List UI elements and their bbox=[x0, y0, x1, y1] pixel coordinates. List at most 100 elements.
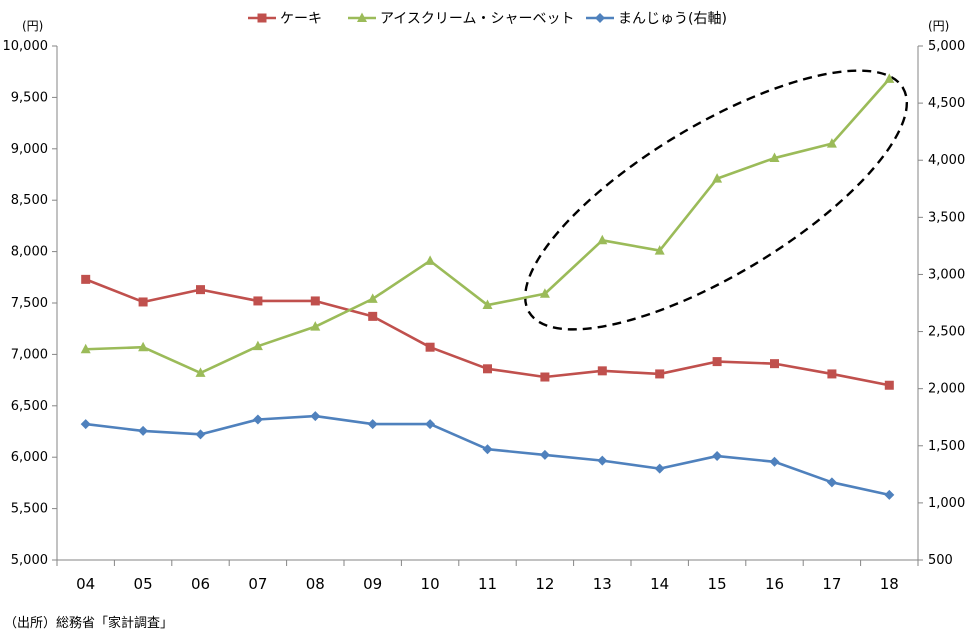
series-3-point bbox=[826, 477, 837, 488]
series-2-point bbox=[367, 293, 378, 303]
right-tick-label: 2,500 bbox=[928, 325, 965, 340]
series-3-point bbox=[310, 411, 321, 422]
series-1-point bbox=[712, 357, 722, 367]
left-tick-label: 8,500 bbox=[11, 193, 48, 208]
right-tick-label: 4,500 bbox=[928, 96, 965, 111]
legend-item-2: アイスクリーム・シャーベット bbox=[348, 11, 574, 27]
right-tick-label: 5,000 bbox=[928, 39, 965, 54]
series-2-point bbox=[597, 234, 608, 245]
series-3-line bbox=[85, 414, 890, 497]
right-tick-label: 1,000 bbox=[928, 496, 965, 511]
series-3 bbox=[80, 411, 895, 500]
series-1-point bbox=[425, 342, 435, 352]
axis-units: (円) (円) bbox=[22, 19, 949, 33]
x-tick-label: 04 bbox=[76, 575, 95, 593]
series-1-point bbox=[827, 369, 837, 379]
series-3-point bbox=[597, 455, 608, 466]
legend-label: アイスクリーム・シャーベット bbox=[380, 11, 574, 27]
series-2-point bbox=[654, 245, 665, 255]
series-2-point bbox=[712, 173, 723, 183]
series-3-point bbox=[654, 463, 665, 474]
left-tick-label: 6,500 bbox=[11, 399, 48, 414]
legend-item-1: ケーキ bbox=[248, 11, 322, 27]
series-3-point bbox=[539, 449, 550, 460]
series-3-point bbox=[252, 414, 263, 425]
x-tick-label: 14 bbox=[650, 575, 669, 593]
series-3-point bbox=[425, 419, 436, 430]
x-tick-label: 15 bbox=[708, 575, 727, 593]
legend-swatch-marker bbox=[595, 13, 605, 23]
series-2-point bbox=[310, 321, 321, 331]
series-1 bbox=[81, 274, 894, 390]
x-tick-label: 09 bbox=[363, 575, 382, 593]
x-tick-label: 12 bbox=[535, 575, 554, 593]
series-2-line bbox=[85, 78, 891, 375]
left-tick-label: 6,000 bbox=[11, 450, 48, 465]
series-3-point bbox=[138, 425, 149, 436]
highlight-ellipse bbox=[523, 69, 909, 331]
series-2-point bbox=[425, 255, 436, 265]
x-tick-label: 16 bbox=[765, 575, 784, 593]
left-axis-unit: (円) bbox=[22, 19, 43, 33]
right-tick-label: 500 bbox=[928, 553, 953, 568]
series-2-point bbox=[769, 152, 780, 163]
axes bbox=[52, 45, 923, 566]
x-tick-label: 10 bbox=[421, 575, 440, 593]
series-1-point bbox=[884, 380, 894, 390]
right-axis-unit: (円) bbox=[928, 19, 949, 33]
left-tick-label: 5,000 bbox=[11, 553, 48, 568]
series-2-point bbox=[482, 299, 493, 310]
left-tick-label: 7,000 bbox=[11, 347, 48, 362]
series-2-point bbox=[138, 341, 149, 352]
series-2-point bbox=[80, 343, 91, 354]
left-tick-label: 9,500 bbox=[11, 90, 48, 105]
x-tick-label: 17 bbox=[822, 575, 841, 593]
series-2-point bbox=[884, 73, 895, 83]
legend-swatch-marker bbox=[357, 12, 367, 22]
highlight-ellipse-shape bbox=[523, 69, 909, 331]
right-tick-label: 4,000 bbox=[928, 153, 965, 168]
x-tick-label: 11 bbox=[478, 575, 497, 593]
right-tick-label: 3,000 bbox=[928, 267, 965, 282]
left-tick-label: 10,000 bbox=[3, 39, 49, 54]
legend-label: ケーキ bbox=[280, 11, 322, 27]
series-1-point bbox=[483, 364, 492, 374]
left-tick-label: 7,500 bbox=[11, 296, 48, 311]
legend-swatch-marker bbox=[257, 13, 267, 23]
x-tick-label: 18 bbox=[880, 575, 899, 593]
left-tick-label: 5,500 bbox=[11, 502, 48, 517]
x-tick-label: 06 bbox=[191, 575, 210, 593]
x-tick-label: 08 bbox=[306, 575, 325, 593]
series-1-point bbox=[138, 297, 148, 307]
right-tick-label: 1,500 bbox=[928, 439, 965, 454]
series-2-point bbox=[826, 138, 837, 148]
series-3-point bbox=[712, 451, 723, 462]
series-3-point bbox=[769, 456, 780, 467]
legend: ケーキ アイスクリーム・シャーベット まんじゅう(右軸) bbox=[248, 11, 727, 27]
series-2-point bbox=[195, 367, 206, 377]
series-1-point bbox=[253, 296, 263, 306]
series-2-point bbox=[252, 340, 263, 351]
series-1-point bbox=[597, 366, 607, 376]
series-3-point bbox=[884, 489, 895, 500]
series-3-point bbox=[80, 419, 91, 430]
x-tick-label: 07 bbox=[248, 575, 267, 593]
series-group bbox=[80, 73, 895, 500]
legend-label: まんじゅう(右軸) bbox=[618, 11, 727, 27]
x-tick-label: 13 bbox=[593, 575, 612, 593]
series-3-point bbox=[482, 444, 493, 455]
series-1-point bbox=[368, 311, 378, 321]
x-tick-label: 05 bbox=[134, 575, 153, 593]
series-1-point bbox=[770, 359, 779, 369]
source-note: （出所）総務省「家計調査」 bbox=[4, 616, 174, 631]
tick-labels: 5,000 5,500 6,000 6,500 7,000 7,500 8,000 8,500… bbox=[3, 39, 966, 593]
right-tick-label: 3,500 bbox=[928, 210, 965, 225]
series-1-point bbox=[540, 372, 550, 382]
legend-item-3: まんじゅう(右軸) bbox=[586, 11, 727, 27]
left-tick-label: 8,000 bbox=[11, 245, 48, 260]
series-1-point bbox=[310, 296, 320, 306]
series-1-point bbox=[81, 274, 91, 284]
series-1-point bbox=[655, 369, 665, 379]
series-3-point bbox=[195, 429, 206, 440]
